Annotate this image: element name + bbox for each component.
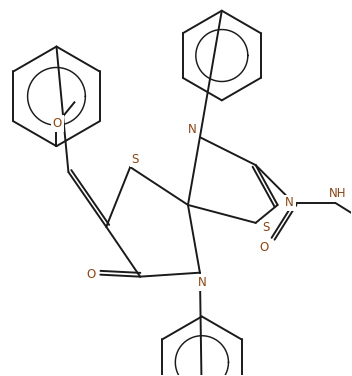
Text: O: O — [53, 117, 62, 130]
Text: N: N — [188, 123, 196, 136]
Text: N: N — [197, 276, 206, 289]
Text: S: S — [132, 153, 139, 165]
Text: S: S — [262, 221, 269, 234]
Text: O: O — [87, 268, 96, 281]
Text: O: O — [259, 241, 268, 254]
Text: N: N — [285, 196, 294, 209]
Text: NH: NH — [329, 188, 346, 200]
